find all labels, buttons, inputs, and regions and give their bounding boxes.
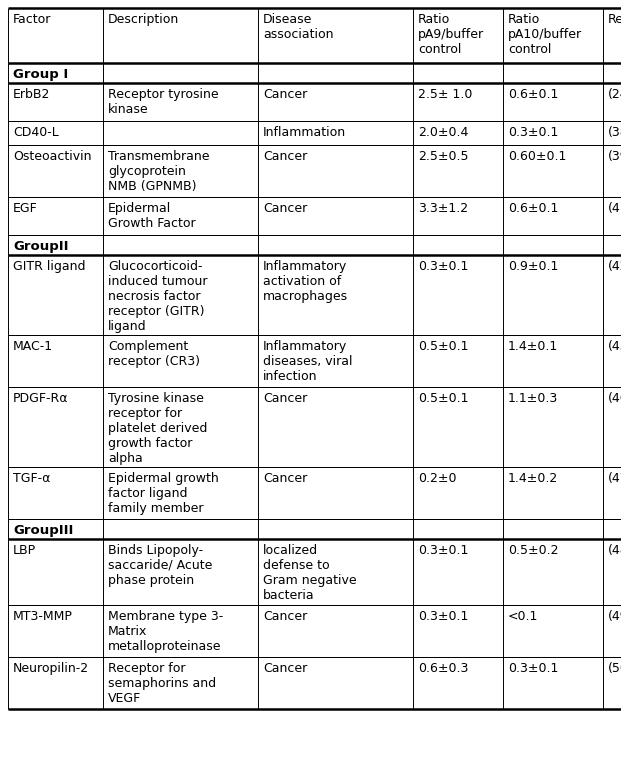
Text: (47): (47) bbox=[608, 472, 621, 485]
Text: (41): (41) bbox=[608, 202, 621, 215]
Text: Inflammatory
diseases, viral
infection: Inflammatory diseases, viral infection bbox=[263, 340, 353, 383]
Text: Inflammation: Inflammation bbox=[263, 126, 346, 139]
Text: 1.1±0.3: 1.1±0.3 bbox=[508, 392, 558, 405]
Text: Cancer: Cancer bbox=[263, 662, 307, 675]
Text: Binds Lipopoly-
saccaride/ Acute
phase protein: Binds Lipopoly- saccaride/ Acute phase p… bbox=[108, 544, 212, 587]
Text: TGF-α: TGF-α bbox=[13, 472, 50, 485]
Text: Cancer: Cancer bbox=[263, 392, 307, 405]
Text: (43-45): (43-45) bbox=[608, 340, 621, 353]
Text: (42): (42) bbox=[608, 260, 621, 273]
Text: GroupIII: GroupIII bbox=[13, 524, 73, 537]
Text: 0.5±0.2: 0.5±0.2 bbox=[508, 544, 558, 557]
Text: ErbB2: ErbB2 bbox=[13, 88, 50, 101]
Text: 0.60±0.1: 0.60±0.1 bbox=[508, 150, 566, 163]
Text: Glucocorticoid-
induced tumour
necrosis factor
receptor (GITR)
ligand: Glucocorticoid- induced tumour necrosis … bbox=[108, 260, 207, 333]
Text: 0.6±0.3: 0.6±0.3 bbox=[418, 662, 468, 675]
Text: Complement
receptor (CR3): Complement receptor (CR3) bbox=[108, 340, 200, 368]
Text: Description: Description bbox=[108, 13, 179, 26]
Text: 1.4±0.2: 1.4±0.2 bbox=[508, 472, 558, 485]
Text: LBP: LBP bbox=[13, 544, 36, 557]
Text: GroupII: GroupII bbox=[13, 240, 68, 253]
Text: (48): (48) bbox=[608, 544, 621, 557]
Text: GITR ligand: GITR ligand bbox=[13, 260, 86, 273]
Text: 0.5±0.1: 0.5±0.1 bbox=[418, 392, 468, 405]
Text: Osteoactivin: Osteoactivin bbox=[13, 150, 91, 163]
Text: 2.0±0.4: 2.0±0.4 bbox=[418, 126, 468, 139]
Text: Group I: Group I bbox=[13, 68, 68, 81]
Text: 2.5± 1.0: 2.5± 1.0 bbox=[418, 88, 473, 101]
Text: (39,40): (39,40) bbox=[608, 150, 621, 163]
Text: 0.3±0.1: 0.3±0.1 bbox=[508, 126, 558, 139]
Text: 0.3±0.1: 0.3±0.1 bbox=[508, 662, 558, 675]
Text: EGF: EGF bbox=[13, 202, 38, 215]
Text: Ratio
pA9/buffer
control: Ratio pA9/buffer control bbox=[418, 13, 484, 56]
Text: Membrane type 3-
Matrix
metalloproteinase: Membrane type 3- Matrix metalloproteinas… bbox=[108, 610, 224, 653]
Text: (49): (49) bbox=[608, 610, 621, 623]
Text: PDGF-Rα: PDGF-Rα bbox=[13, 392, 68, 405]
Text: (38): (38) bbox=[608, 126, 621, 139]
Text: Epidermal
Growth Factor: Epidermal Growth Factor bbox=[108, 202, 196, 230]
Text: 0.6±0.1: 0.6±0.1 bbox=[508, 202, 558, 215]
Text: 0.3±0.1: 0.3±0.1 bbox=[418, 260, 468, 273]
Text: Transmembrane
glycoprotein
NMB (GPNMB): Transmembrane glycoprotein NMB (GPNMB) bbox=[108, 150, 209, 193]
Text: Epidermal growth
factor ligand
family member: Epidermal growth factor ligand family me… bbox=[108, 472, 219, 515]
Text: Inflammatory
activation of
macrophages: Inflammatory activation of macrophages bbox=[263, 260, 348, 303]
Text: Cancer: Cancer bbox=[263, 610, 307, 623]
Text: Neuropilin-2: Neuropilin-2 bbox=[13, 662, 89, 675]
Text: Receptor tyrosine
kinase: Receptor tyrosine kinase bbox=[108, 88, 219, 116]
Text: 3.3±1.2: 3.3±1.2 bbox=[418, 202, 468, 215]
Text: (24): (24) bbox=[608, 88, 621, 101]
Text: <0.1: <0.1 bbox=[508, 610, 538, 623]
Text: Cancer: Cancer bbox=[263, 150, 307, 163]
Text: MAC-1: MAC-1 bbox=[13, 340, 53, 353]
Text: (46): (46) bbox=[608, 392, 621, 405]
Text: 1.4±0.1: 1.4±0.1 bbox=[508, 340, 558, 353]
Text: CD40-L: CD40-L bbox=[13, 126, 59, 139]
Text: 0.3±0.1: 0.3±0.1 bbox=[418, 610, 468, 623]
Text: Ref.: Ref. bbox=[608, 13, 621, 26]
Text: 0.2±0: 0.2±0 bbox=[418, 472, 456, 485]
Text: 2.5±0.5: 2.5±0.5 bbox=[418, 150, 468, 163]
Text: 0.3±0.1: 0.3±0.1 bbox=[418, 544, 468, 557]
Text: (50-52): (50-52) bbox=[608, 662, 621, 675]
Text: 0.9±0.1: 0.9±0.1 bbox=[508, 260, 558, 273]
Text: Disease
association: Disease association bbox=[263, 13, 333, 41]
Text: Cancer: Cancer bbox=[263, 472, 307, 485]
Text: MT3-MMP: MT3-MMP bbox=[13, 610, 73, 623]
Text: Tyrosine kinase
receptor for
platelet derived
growth factor
alpha: Tyrosine kinase receptor for platelet de… bbox=[108, 392, 207, 465]
Text: Cancer: Cancer bbox=[263, 88, 307, 101]
Text: 0.6±0.1: 0.6±0.1 bbox=[508, 88, 558, 101]
Text: Factor: Factor bbox=[13, 13, 52, 26]
Text: localized
defense to
Gram negative
bacteria: localized defense to Gram negative bacte… bbox=[263, 544, 356, 602]
Text: Receptor for
semaphorins and
VEGF: Receptor for semaphorins and VEGF bbox=[108, 662, 216, 705]
Text: 0.5±0.1: 0.5±0.1 bbox=[418, 340, 468, 353]
Text: Ratio
pA10/buffer
control: Ratio pA10/buffer control bbox=[508, 13, 582, 56]
Text: Cancer: Cancer bbox=[263, 202, 307, 215]
